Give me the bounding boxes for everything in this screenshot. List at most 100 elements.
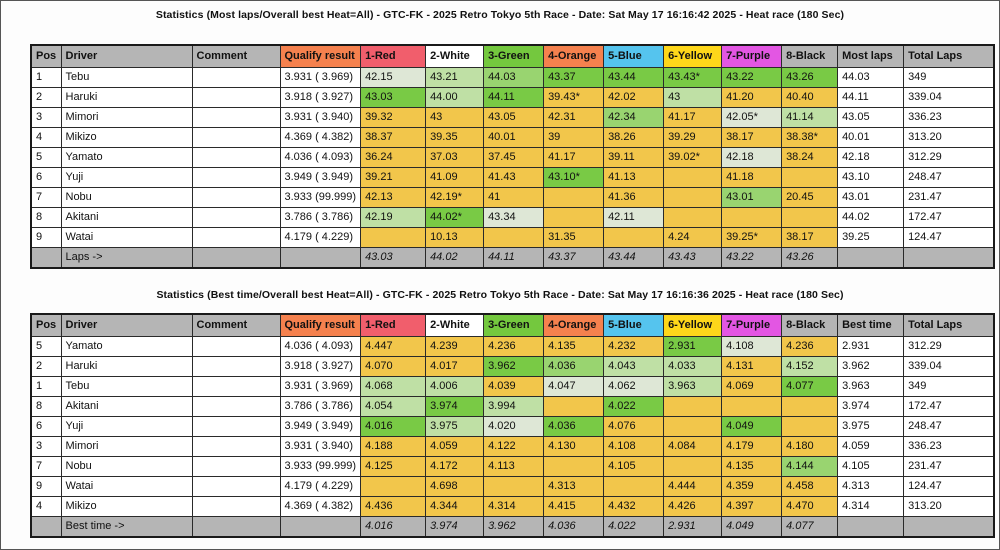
heat-8-cell: 43.26 bbox=[781, 67, 839, 88]
footer-qualify-cell bbox=[279, 247, 362, 269]
most-laps-cell: 40.01 bbox=[837, 127, 905, 148]
comment-cell bbox=[191, 107, 281, 128]
heat-5-cell bbox=[603, 476, 665, 497]
best-time-cell: 4.059 bbox=[837, 436, 905, 457]
heat-1-cell: 4.188 bbox=[360, 436, 427, 457]
heat-5-cell bbox=[603, 227, 665, 248]
heat-3-cell: 4.314 bbox=[483, 496, 545, 517]
heat-8-cell: 4.236 bbox=[781, 336, 839, 357]
qualify-cell: 3.918 ( 3.927) bbox=[279, 356, 362, 377]
heat-2-cell: 44.00 bbox=[425, 87, 485, 108]
heat-8-cell: 20.45 bbox=[781, 187, 839, 208]
heat-3-cell: 4.020 bbox=[483, 416, 545, 437]
heat-3-cell bbox=[483, 227, 545, 248]
pos-cell: 8 bbox=[30, 396, 62, 417]
heat-8-cell bbox=[781, 416, 839, 437]
qualify-cell: 3.933 (99.999) bbox=[279, 187, 362, 208]
heat-2-cell: 43 bbox=[425, 107, 485, 128]
heat-4-cell: 41.17 bbox=[543, 147, 605, 168]
comment-cell bbox=[191, 416, 281, 437]
heat-1-cell bbox=[360, 476, 427, 497]
heat-7-cell: 43.22 bbox=[721, 67, 783, 88]
heat-1-cell: 42.19 bbox=[360, 207, 427, 228]
driver-cell: Mikizo bbox=[60, 496, 193, 517]
col-header-7-purple: 7-Purple bbox=[721, 313, 783, 337]
most-laps-cell: 43.01 bbox=[837, 187, 905, 208]
driver-row-haruki: 2 Haruki 3.918 ( 3.927) 43.03 44.00 44.11 39.4… bbox=[30, 87, 995, 108]
heat-4-cell: 43.37 bbox=[543, 67, 605, 88]
pos-cell: 5 bbox=[30, 336, 62, 357]
heat-7-cell: 4.108 bbox=[721, 336, 783, 357]
col-header-3-green: 3-Green bbox=[483, 313, 545, 337]
most-laps-cell: 42.18 bbox=[837, 147, 905, 168]
heat-3-cell: 44.03 bbox=[483, 67, 545, 88]
pos-cell: 4 bbox=[30, 127, 62, 148]
comment-cell bbox=[191, 396, 281, 417]
comment-cell bbox=[191, 476, 281, 497]
driver-row-nobu: 7 Nobu 3.933 (99.999) 42.13 42.19* 41 41.36 43.… bbox=[30, 187, 995, 208]
driver-cell: Nobu bbox=[60, 187, 193, 208]
heat-7-cell: 42.05* bbox=[721, 107, 783, 128]
pos-cell: 6 bbox=[30, 416, 62, 437]
col-header-5-blue: 5-Blue bbox=[603, 313, 665, 337]
footer-heat-4-cell: 43.37 bbox=[543, 247, 605, 269]
heat-7-cell: 38.17 bbox=[721, 127, 783, 148]
heat-2-cell: 43.21 bbox=[425, 67, 485, 88]
heat-6-cell: 43.43* bbox=[663, 67, 723, 88]
footer-agg-cell bbox=[837, 247, 905, 269]
heat-1-cell: 4.447 bbox=[360, 336, 427, 357]
total-laps-cell: 339.04 bbox=[903, 356, 995, 377]
pos-cell: 9 bbox=[30, 476, 62, 497]
col-header-driver: Driver bbox=[60, 313, 193, 337]
heat-5-cell: 4.062 bbox=[603, 376, 665, 397]
qualify-cell: 4.036 ( 4.093) bbox=[279, 147, 362, 168]
driver-row-yamato: 5 Yamato 4.036 ( 4.093) 36.24 37.03 37.45 41.1… bbox=[30, 147, 995, 168]
best-time-cell: 4.314 bbox=[837, 496, 905, 517]
heat-4-cell: 4.036 bbox=[543, 416, 605, 437]
heat-4-cell: 39 bbox=[543, 127, 605, 148]
header-row: Pos Driver Comment Qualify result 1-Red 2-Whi… bbox=[30, 313, 995, 337]
heat-8-cell: 38.38* bbox=[781, 127, 839, 148]
heat-5-cell: 4.022 bbox=[603, 396, 665, 417]
footer-pos-cell bbox=[30, 516, 62, 538]
heat-2-cell: 4.059 bbox=[425, 436, 485, 457]
best-time-cell: 4.105 bbox=[837, 456, 905, 477]
comment-cell bbox=[191, 127, 281, 148]
heat-1-cell: 38.37 bbox=[360, 127, 427, 148]
heat-4-cell: 39.43* bbox=[543, 87, 605, 108]
heat-4-cell bbox=[543, 187, 605, 208]
footer-pos-cell bbox=[30, 247, 62, 269]
comment-cell bbox=[191, 207, 281, 228]
heat-2-cell: 39.35 bbox=[425, 127, 485, 148]
heat-7-cell: 4.179 bbox=[721, 436, 783, 457]
heat-8-cell bbox=[781, 167, 839, 188]
heat-4-cell bbox=[543, 207, 605, 228]
heat-7-cell: 4.397 bbox=[721, 496, 783, 517]
footer-label: Best time -> bbox=[60, 516, 193, 538]
driver-cell: Mimori bbox=[60, 436, 193, 457]
qualify-cell: 3.786 ( 3.786) bbox=[279, 207, 362, 228]
heat-7-cell bbox=[721, 207, 783, 228]
driver-cell: Yuji bbox=[60, 167, 193, 188]
heat-3-cell bbox=[483, 476, 545, 497]
heat-8-cell: 4.180 bbox=[781, 436, 839, 457]
qualify-cell: 4.179 ( 4.229) bbox=[279, 476, 362, 497]
heat-7-cell: 4.131 bbox=[721, 356, 783, 377]
heat-8-cell: 4.470 bbox=[781, 496, 839, 517]
total-laps-cell: 312.29 bbox=[903, 147, 995, 168]
driver-row-yuji: 6 Yuji 3.949 ( 3.949) 39.21 41.09 41.43 43.10*… bbox=[30, 167, 995, 188]
heat-4-cell: 4.313 bbox=[543, 476, 605, 497]
most-laps-report-title: Statistics (Most laps/Overall best Heat=… bbox=[155, 9, 845, 21]
heat-2-cell: 4.239 bbox=[425, 336, 485, 357]
heat-6-cell: 43 bbox=[663, 87, 723, 108]
heat-1-cell: 4.054 bbox=[360, 396, 427, 417]
heat-2-cell: 41.09 bbox=[425, 167, 485, 188]
heat-5-cell: 43.44 bbox=[603, 67, 665, 88]
heat-6-cell: 3.963 bbox=[663, 376, 723, 397]
total-laps-cell: 312.29 bbox=[903, 336, 995, 357]
heat-4-cell: 4.047 bbox=[543, 376, 605, 397]
col-header-3-green: 3-Green bbox=[483, 44, 545, 68]
heat-1-cell: 4.068 bbox=[360, 376, 427, 397]
col-header-qualify-result: Qualify result bbox=[279, 44, 362, 68]
heat-4-cell: 31.35 bbox=[543, 227, 605, 248]
